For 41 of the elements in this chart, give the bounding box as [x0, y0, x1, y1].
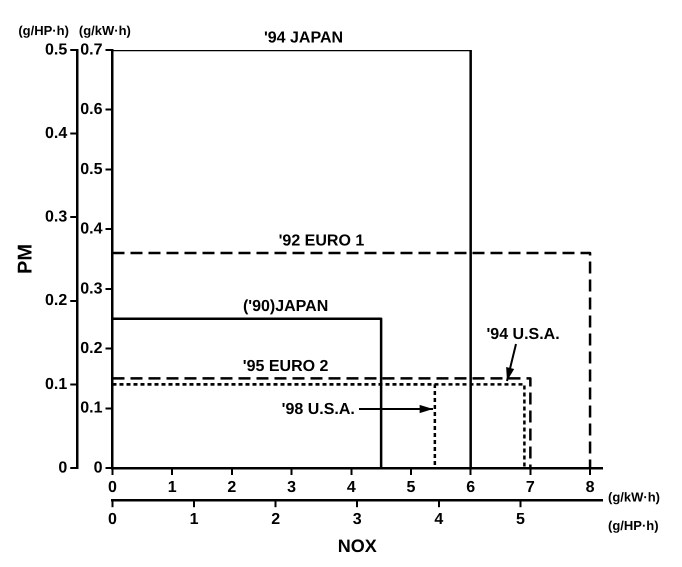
x-tick-label: 7	[526, 479, 535, 496]
annotation: ('90)JAPAN	[242, 298, 328, 316]
text: (g/HP·h)	[18, 23, 69, 38]
x-tick-label: 1	[168, 479, 177, 496]
y-tick-label: 0.2	[80, 340, 103, 357]
x-tick-label: 0	[108, 479, 118, 496]
y2-axis-title: PM	[14, 244, 37, 274]
y-tick-label: 0.1	[80, 400, 103, 417]
x-tick-label: 2	[227, 479, 236, 496]
y-tick-label: 0	[94, 459, 103, 476]
annotation: '95 EURO 2	[242, 358, 329, 375]
x-tick-label: 3	[287, 479, 296, 496]
y2-tick-label: 0.2	[44, 292, 68, 310]
text: (g/kW·h)	[608, 490, 660, 505]
y-tick-label: 0.5	[80, 160, 103, 178]
annotation: '94 U.S.A.	[486, 326, 560, 343]
y-tick-label: 0.4	[80, 220, 103, 238]
annotation: '94 JAPAN	[264, 29, 344, 46]
y-tick-label: 0.6	[80, 101, 103, 118]
y2-tick-label: 0.5	[44, 41, 68, 58]
x-tick-label: 8	[586, 479, 595, 496]
annotation: '92 EURO 1	[278, 232, 364, 250]
text: (g/HP·h)	[608, 518, 659, 533]
x2-tick-label: 5	[516, 511, 525, 528]
y2-tick-label: 0.4	[44, 125, 68, 142]
y2-tick-label: 0	[58, 459, 68, 476]
y-tick-label: 0.7	[80, 41, 103, 58]
y2-tick-label: 0.1	[44, 376, 68, 393]
x-axis-title: NOX	[338, 536, 377, 556]
x2-tick-label: 2	[271, 511, 280, 528]
text: (g/kW·h)	[78, 23, 131, 38]
x-tick-label: 4	[346, 479, 356, 496]
x2-tick-label: 4	[434, 511, 444, 528]
y-tick-label: 0.3	[80, 280, 103, 298]
x-tick-label: 5	[406, 479, 416, 496]
x2-tick-label: 3	[352, 511, 362, 528]
annotation: '98 U.S.A.	[282, 400, 355, 418]
x-tick-label: 6	[466, 479, 476, 496]
x2-tick-label: 1	[190, 511, 199, 528]
y2-tick-label: 0.3	[44, 208, 68, 226]
x2-tick-label: 0	[108, 511, 118, 528]
